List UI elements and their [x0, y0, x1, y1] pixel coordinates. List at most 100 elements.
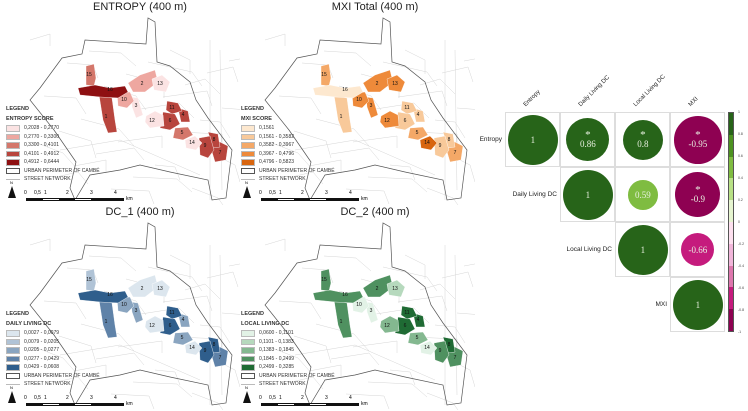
legend-swatch	[6, 133, 20, 140]
map-legend: LEGEND ENTROPY SCORE 0,2028 - 0,2770 0,2770…	[6, 106, 116, 184]
zone-label: 10	[356, 302, 362, 308]
column-label: Local Living DC	[632, 74, 667, 108]
zone-label: 12	[384, 323, 390, 329]
zone-label: 12	[384, 118, 390, 124]
zone-label: 6	[169, 323, 172, 329]
correlation-value: 1	[695, 299, 701, 310]
zone-9	[198, 135, 215, 159]
zone-label: 5	[181, 335, 184, 341]
zone-label: 4	[182, 112, 185, 118]
zone-label: 12	[149, 118, 155, 124]
legend-streets: STREET NETWORK	[241, 380, 351, 389]
matrix-cell: 1	[670, 277, 725, 332]
zone-label: 10	[121, 97, 127, 103]
colorbar-tick: 0	[738, 220, 740, 224]
legend-range: 0,0079 - 0,0205	[24, 338, 60, 345]
zone-1	[98, 299, 118, 339]
legend-item: 0,3582 - 0,3967	[241, 141, 351, 150]
north-arrow-icon	[8, 391, 16, 403]
zone-label: 16	[107, 87, 113, 93]
legend-perimeter: URBAN PERIMETER OF CAMBÉ	[6, 372, 116, 381]
legend-subtitle: MXI SCORE	[241, 116, 272, 122]
scale-unit: km	[126, 196, 133, 202]
zone-11	[165, 100, 183, 115]
map-title: DC_1 (400 m)	[105, 206, 175, 218]
legend-subtitle: DAILY LIVING DC	[6, 321, 52, 327]
row-label: Local Living DC	[566, 246, 612, 253]
zone-11	[400, 100, 418, 115]
zone-label: 14	[424, 345, 430, 351]
matrix-cell: * -0.95	[670, 112, 725, 167]
legend-item: 0,1383 - 0,1845	[241, 346, 351, 355]
map-panel-2: 1 2 3 4 5 6 7 8 9 10 11 12 13 14 15 16 MXI Total (400 m)…	[235, 0, 475, 205]
legend-range: 0,2770 - 0,3300	[24, 133, 60, 140]
colorbar-tick: -0.2	[738, 242, 745, 246]
legend-range: 0,1101 - 0,1383	[259, 338, 294, 345]
column-label: MXI	[687, 96, 700, 108]
correlation-circle: * 0.86	[566, 118, 610, 162]
zone-label: 5	[416, 130, 419, 136]
map-legend: LEGEND LOCAL LIVING DC 0,0600 - 0,1101 0,11…	[241, 311, 351, 389]
zone-label: 10	[121, 302, 127, 308]
zone-label: 5	[181, 130, 184, 136]
legend-swatch	[241, 355, 255, 362]
zone-label: 2	[376, 81, 379, 87]
zone-label: 13	[392, 81, 398, 87]
zone-1	[333, 94, 353, 134]
legend-swatch	[241, 150, 255, 157]
zone-label: 11	[169, 105, 174, 111]
zone-14	[419, 340, 438, 356]
legend-item: 0,0277 - 0,0429	[6, 355, 116, 364]
zone-9	[433, 135, 450, 159]
perimeter-label: URBAN PERIMETER OF CAMBÉ	[24, 167, 100, 174]
legend-swatch	[6, 355, 20, 362]
street-network	[264, 238, 475, 410]
legend-swatch	[6, 330, 20, 337]
colorbar-tick: -1	[738, 330, 742, 334]
legend-title: LEGEND	[6, 311, 29, 317]
zone-label: 7	[219, 150, 222, 156]
legend-range: 0,3582 - 0,3967	[259, 142, 295, 149]
legend-item: 0,4912 - 0,6444	[6, 158, 116, 167]
row-label: Daily Living DC	[512, 191, 557, 198]
zone-label: 15	[321, 277, 327, 283]
correlation-circle: 1	[562, 169, 613, 220]
street-swatch	[241, 383, 255, 385]
legend-streets: STREET NETWORK	[6, 380, 116, 389]
correlation-value: 0.59	[635, 189, 651, 200]
map-legend: LEGEND DAILY LIVING DC 0,0027 - 0,0079 0,00…	[6, 311, 116, 389]
scale-tick: 4	[349, 395, 352, 401]
legend-range: 0,0205 - 0,0277	[24, 347, 60, 354]
zone-label: 6	[404, 118, 407, 124]
legend-range: 0,1561	[259, 125, 275, 132]
north-label: N	[10, 180, 13, 185]
legend-item: 0,0429 - 0,0608	[6, 363, 116, 372]
scale-tick: 0,5	[34, 395, 41, 401]
zone-label: 6	[169, 118, 172, 124]
urban-perimeter	[264, 222, 468, 406]
zone-label: 1	[105, 319, 108, 325]
legend-item: 0,2770 - 0,3300	[6, 133, 116, 142]
correlation-value: -0.95	[688, 138, 708, 149]
legend-item: 0,1561 - 0,3582	[241, 133, 351, 142]
zone-12	[379, 315, 400, 334]
zone-14	[184, 340, 203, 356]
correlation-circle: -0.66	[681, 233, 715, 267]
zone-12	[144, 315, 165, 334]
correlation-value: -0.66	[688, 244, 708, 255]
zone-label: 1	[340, 319, 343, 325]
matrix-cell: 1	[560, 167, 615, 222]
perimeter-swatch	[6, 167, 20, 174]
correlation-circle: * -0.95	[674, 116, 722, 164]
legend-title: LEGEND	[6, 106, 29, 112]
correlation-circle: * -0.9	[675, 172, 721, 218]
scale-tick: 3	[90, 190, 93, 196]
zone-16	[77, 84, 129, 99]
zone-label: 13	[157, 81, 163, 87]
correlation-value: -0.9	[690, 193, 706, 204]
zone-3	[130, 96, 144, 119]
north-arrow-icon	[243, 186, 251, 198]
legend-item: 0,2499 - 0,3285	[241, 363, 351, 372]
map-legend: LEGEND MXI SCORE 0,1561 0,1561 - 0,3582 0,35…	[241, 106, 351, 184]
